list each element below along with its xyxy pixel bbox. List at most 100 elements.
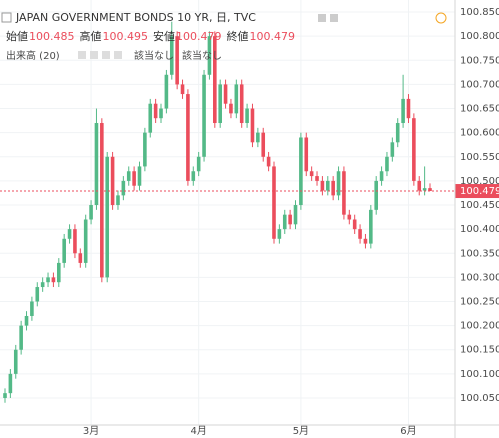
body	[223, 84, 228, 104]
body	[105, 156, 110, 278]
hide-icon[interactable]	[330, 14, 338, 22]
y-tick-label: 100.650	[460, 104, 499, 115]
y-tick-label: 100.400	[460, 224, 499, 235]
body	[126, 171, 131, 181]
y-tick-label: 100.300	[460, 272, 499, 283]
y-tick-label: 100.450	[460, 200, 499, 211]
body	[390, 142, 395, 157]
body	[336, 171, 341, 196]
body	[261, 132, 266, 157]
body	[412, 118, 416, 181]
collapse-icon[interactable]	[1, 12, 12, 23]
indicator-icon[interactable]	[78, 51, 86, 59]
body	[282, 214, 287, 230]
body	[191, 171, 196, 181]
y-tick-label: 100.550	[460, 152, 499, 163]
body	[13, 349, 18, 374]
body	[374, 180, 379, 210]
ohlc-label: 終値	[227, 29, 249, 43]
last-price-label: 100.479	[460, 186, 499, 197]
body	[40, 282, 45, 288]
body	[196, 156, 201, 172]
y-tick-label: 100.050	[460, 393, 499, 404]
body	[8, 373, 13, 394]
y-tick-label: 100.850	[460, 7, 499, 18]
y-tick-label: 100.800	[460, 31, 499, 42]
body	[116, 195, 120, 206]
symbol: JAPAN GOVERNMENT BONDS 10 YR, 日, TVC	[15, 11, 256, 24]
x-tick-label: 5月	[293, 425, 309, 437]
body	[46, 277, 50, 283]
ohlc-value: 100.495	[103, 30, 149, 43]
body	[24, 315, 29, 326]
indicator-icon[interactable]	[90, 51, 98, 59]
body	[234, 84, 239, 114]
body	[35, 287, 40, 302]
alert-icon[interactable]	[435, 12, 447, 24]
body	[89, 205, 93, 220]
body	[239, 84, 244, 124]
body	[331, 180, 335, 196]
ohlc-value: 100.479	[176, 30, 222, 43]
y-tick-label: 100.350	[460, 248, 499, 259]
body	[304, 137, 309, 172]
body	[67, 229, 72, 239]
indicator-icon[interactable]	[102, 51, 110, 59]
body	[229, 103, 233, 114]
body	[56, 262, 61, 283]
body	[30, 301, 34, 316]
ohlc-label: 始値	[6, 29, 28, 43]
body	[325, 180, 330, 191]
body	[132, 171, 136, 186]
body	[218, 84, 222, 124]
body	[62, 238, 66, 263]
body	[309, 171, 314, 177]
x-tick-label: 4月	[190, 425, 206, 437]
indicator-value: 該当なし	[134, 49, 174, 62]
indicator-value: 該当なし	[182, 49, 222, 62]
body	[153, 103, 158, 119]
body	[352, 219, 357, 230]
body	[293, 205, 298, 225]
body	[363, 238, 368, 244]
body	[78, 253, 83, 263]
ohlc-value: 100.479	[250, 30, 296, 43]
indicator-icon[interactable]	[114, 51, 122, 59]
body	[121, 180, 126, 196]
body	[422, 188, 427, 191]
x-tick-label: 3月	[83, 425, 99, 437]
body	[385, 156, 389, 172]
body	[213, 36, 217, 124]
body	[245, 108, 249, 124]
body	[272, 166, 276, 239]
indicator-name: 出来高 (20)	[6, 49, 60, 62]
body	[369, 209, 373, 244]
y-tick-label: 100.700	[460, 79, 499, 90]
body	[250, 108, 255, 143]
body	[256, 132, 260, 143]
y-tick-label: 100.200	[460, 321, 499, 332]
y-tick-label: 100.100	[460, 369, 499, 380]
candles: 100.479	[0, 21, 499, 403]
body	[320, 180, 325, 191]
ohlc: 始値 100.485 高値 100.495 安値 100.479 終値 100.479	[6, 29, 295, 43]
body	[73, 229, 77, 254]
settings-icon[interactable]	[318, 14, 326, 22]
y-tick-label: 100.750	[460, 55, 499, 66]
body	[180, 84, 185, 95]
y-tick-label: 100.600	[460, 128, 499, 139]
body	[417, 180, 422, 191]
body	[299, 137, 303, 206]
body	[401, 98, 405, 124]
y-tick-label: 100.150	[460, 345, 499, 356]
body	[137, 166, 142, 186]
body	[266, 156, 271, 167]
body	[148, 103, 153, 133]
body	[428, 188, 432, 192]
body	[169, 36, 174, 75]
body	[100, 123, 104, 278]
body	[3, 393, 7, 398]
